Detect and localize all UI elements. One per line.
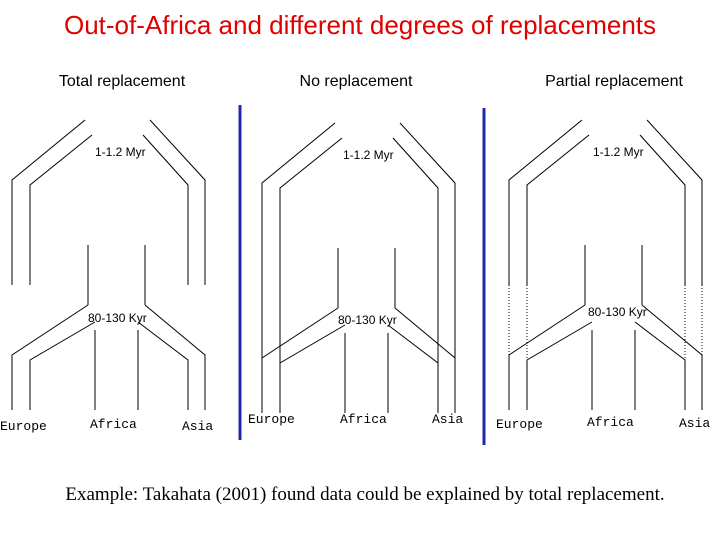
panel-heading: No replacement: [300, 73, 414, 90]
panel-heading: Partial replacement: [545, 73, 683, 90]
region-label: Europe: [496, 417, 543, 432]
time-label: 1-1.2 Myr: [343, 148, 394, 162]
tree-partial: [508, 119, 703, 411]
region-label: Africa: [90, 417, 137, 432]
panel-heading: Total replacement: [59, 73, 186, 90]
region-label: Asia: [182, 419, 213, 434]
region-label: Europe: [0, 419, 47, 434]
time-label: 1-1.2 Myr: [95, 145, 146, 159]
region-label: Asia: [679, 416, 710, 431]
region-label: Asia: [432, 412, 463, 427]
time-label: 80-130 Kyr: [338, 313, 397, 327]
tree-total: [11, 119, 206, 411]
caption: Example: Takahata (2001) found data coul…: [65, 484, 664, 505]
region-label: Europe: [248, 412, 295, 427]
tree-none: [261, 122, 456, 414]
time-label: 80-130 Kyr: [88, 311, 147, 325]
time-label: 1-1.2 Myr: [593, 145, 644, 159]
region-label: Africa: [340, 412, 387, 427]
time-label: 80-130 Kyr: [588, 305, 647, 319]
title: Out-of-Africa and different degrees of r…: [64, 10, 656, 40]
region-label: Africa: [587, 415, 634, 430]
